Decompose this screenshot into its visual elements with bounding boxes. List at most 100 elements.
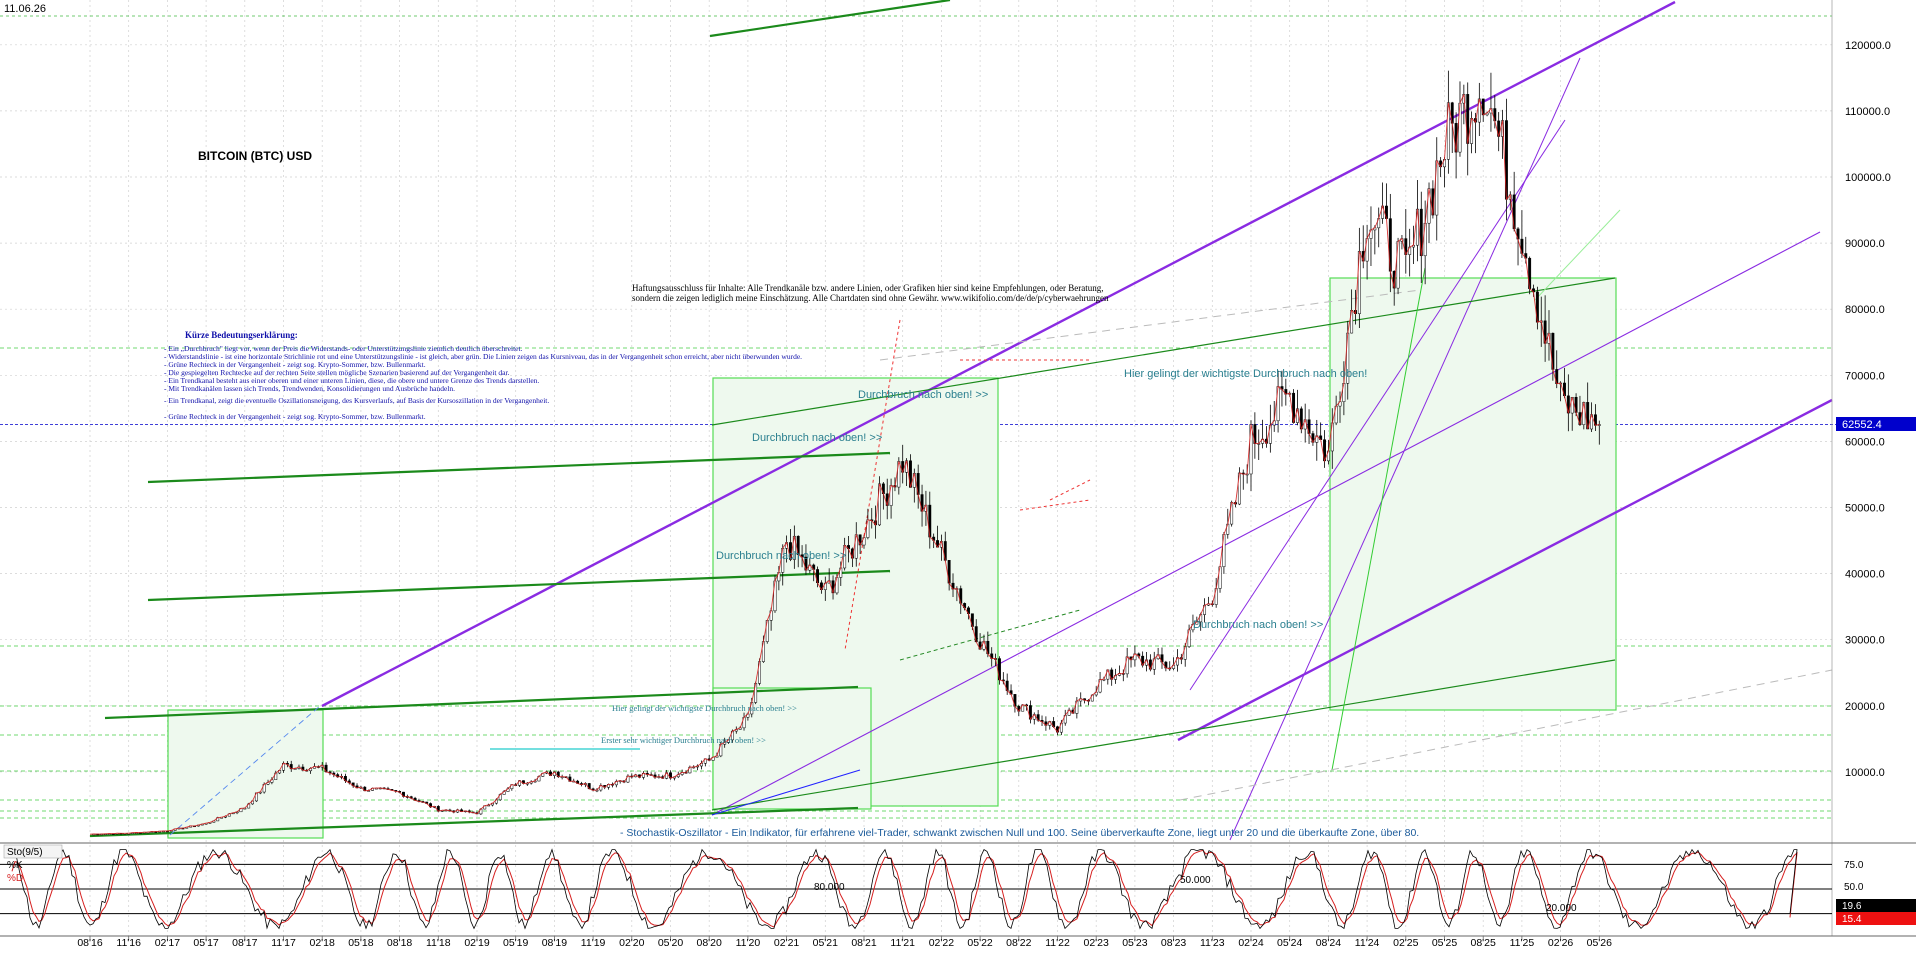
stochastic-k-value: 19.6 — [1842, 901, 1862, 912]
annotation-first-breakout-2019: Erster sehr wichtiger Durchbruch nach ob… — [601, 735, 766, 745]
green-support-line — [147, 451, 891, 484]
green-support-line — [709, 0, 951, 38]
stochastic-note: - Stochastik-Oszillator - Ein Indikator,… — [620, 827, 1419, 839]
legend-line: - Grüne Rechteck in der Vergangenheit - … — [164, 360, 426, 369]
legend-line: - Die gespiegelten Rechtecke auf der rec… — [164, 368, 510, 377]
stochastic-d-line — [11, 849, 1798, 928]
price-tick-label: 60000.0 — [1845, 436, 1885, 448]
time-tick-label: 08'21 — [851, 937, 877, 948]
annotation-key-breakout-2020: Hier gelingt der wichtigste Durchbruch n… — [612, 703, 797, 713]
stochastic-title-box[interactable] — [3, 844, 63, 859]
price-tick-label: 40000.0 — [1845, 569, 1885, 581]
channel-lower-line — [1177, 398, 1833, 742]
time-tick-label: 08'19 — [542, 937, 568, 948]
time-tick-label: 08'20 — [697, 937, 723, 948]
time-tick-label: 05'23 — [1122, 937, 1148, 948]
time-tick-label: 05'25 — [1432, 937, 1458, 948]
bull-market-rectangle — [712, 687, 872, 810]
price-tick-label: 50000.0 — [1845, 503, 1885, 515]
stochastic-axis-tick: 75.0 — [1844, 860, 1864, 871]
time-tick-label: 02'26 — [1548, 937, 1574, 948]
time-tick-label: 08'22 — [1006, 937, 1032, 948]
time-tick-label: 05'24 — [1277, 937, 1303, 948]
time-tick-label: 08'23 — [1161, 937, 1187, 948]
time-tick-label: 08'24 — [1316, 937, 1342, 948]
annotation-breakout: Durchbruch nach oben! >> — [716, 550, 846, 562]
stochastic-axis-tick: 50.0 — [1844, 882, 1864, 893]
price-tick-label: 20000.0 — [1845, 701, 1885, 713]
stochastic-panel — [0, 842, 1916, 937]
price-tick-label: 70000.0 — [1845, 370, 1885, 382]
price-tick-label: 110000.0 — [1845, 106, 1890, 118]
legend-line: - Ein Trendkanal, zeigt die eventuelle O… — [164, 396, 549, 405]
green-trend-line — [711, 277, 1616, 426]
time-tick-label: 11'20 — [736, 937, 761, 948]
legend-title: Kürze Bedeutungserklärung: — [185, 330, 298, 340]
time-tick-label: 02'20 — [619, 937, 645, 948]
time-tick-label: 05'20 — [658, 937, 684, 948]
time-tick-label: 05'26 — [1587, 937, 1613, 948]
time-tick-label: 05'22 — [967, 937, 993, 948]
price-line — [89, 94, 1600, 835]
bull-market-rectangles — [167, 277, 1617, 839]
stochastic-d-badge — [1836, 912, 1916, 925]
price-tick-label: 30000.0 — [1845, 635, 1885, 647]
legend-line: - Widerstandslinie - ist eine horizontal… — [164, 352, 802, 361]
time-tick-label: 11'22 — [1045, 937, 1070, 948]
steep-green-line — [1331, 267, 1426, 771]
current-price-badge — [1836, 417, 1916, 431]
dashed-blue-line — [169, 705, 321, 836]
current-price-label: 62552.4 — [1842, 419, 1882, 431]
time-tick-label: 11'18 — [426, 937, 451, 948]
time-tick-label: 02'18 — [310, 937, 336, 948]
time-tick-label: 11'25 — [1510, 937, 1535, 948]
annotation-breakout: Durchbruch nach oben! >> — [752, 432, 882, 444]
stochastic-d-value: 15.4 — [1842, 914, 1862, 925]
header-date: 11.06.26 — [4, 3, 46, 15]
stochastic-k-line — [12, 848, 1798, 930]
annotation-breakout: Durchbruch nach oben! >> — [858, 389, 988, 401]
price-tick-label: 80000.0 — [1845, 304, 1885, 316]
legend-line: - Ein Trendkanal besteht aus einer obere… — [164, 376, 539, 385]
time-tick-label: 08'25 — [1471, 937, 1497, 948]
legend-line: - Ein „Durchbruch" liegt vor, wenn der P… — [164, 344, 523, 353]
grid-layer — [0, 0, 1836, 936]
time-tick-label: 05'18 — [348, 937, 374, 948]
time-tick-label: 02'23 — [1084, 937, 1110, 948]
stochastic-level-80: 80.000 — [814, 882, 845, 893]
bull-market-rectangle — [167, 709, 324, 839]
time-tick-label: 02'21 — [774, 937, 800, 948]
time-tick-label: 11'23 — [1200, 937, 1225, 948]
time-tick-label: 02'25 — [1393, 937, 1419, 948]
time-tick-label: 11'16 — [116, 937, 141, 948]
chart-title: BITCOIN (BTC) USD — [198, 149, 312, 163]
time-tick-label: 11'19 — [581, 937, 606, 948]
stochastic-title: Sto(9/5) — [7, 847, 43, 858]
annotation-key-breakout: Hier gelingt der wichtigste Durchbruch n… — [1124, 368, 1367, 380]
price-tick-label: 100000.0 — [1845, 172, 1891, 184]
time-tick-label: 02'19 — [464, 937, 490, 948]
time-tick-label: 05'19 — [503, 937, 529, 948]
bull-market-rectangle — [1329, 277, 1617, 711]
time-tick-label: 05'17 — [193, 937, 219, 948]
time-tick-label: 02'24 — [1238, 937, 1264, 948]
time-tick-label: 08'17 — [232, 937, 258, 948]
channel-mid-line — [711, 231, 1821, 816]
green-support-line — [104, 685, 859, 720]
price-candles-layer — [89, 70, 1601, 836]
legend-line: - Grüne Rechteck in der Vergangenheit - … — [164, 412, 426, 421]
resistance-line — [1049, 479, 1091, 501]
red-dashed-line — [844, 319, 901, 651]
stochastic-k-badge — [1836, 899, 1916, 912]
stochastic-level-20: 20.000 — [1546, 903, 1577, 914]
dashed-grey-line — [879, 289, 1421, 361]
green-trend-line — [711, 659, 1616, 811]
time-tick-label: 02'17 — [155, 937, 181, 948]
steep-channel-line — [1189, 119, 1566, 691]
stochastic-level-50: 50.000 — [1180, 875, 1211, 886]
time-tick-label: 11'21 — [890, 937, 915, 948]
time-tick-label: 05'21 — [813, 937, 839, 948]
time-tick-label: 11'17 — [271, 937, 296, 948]
